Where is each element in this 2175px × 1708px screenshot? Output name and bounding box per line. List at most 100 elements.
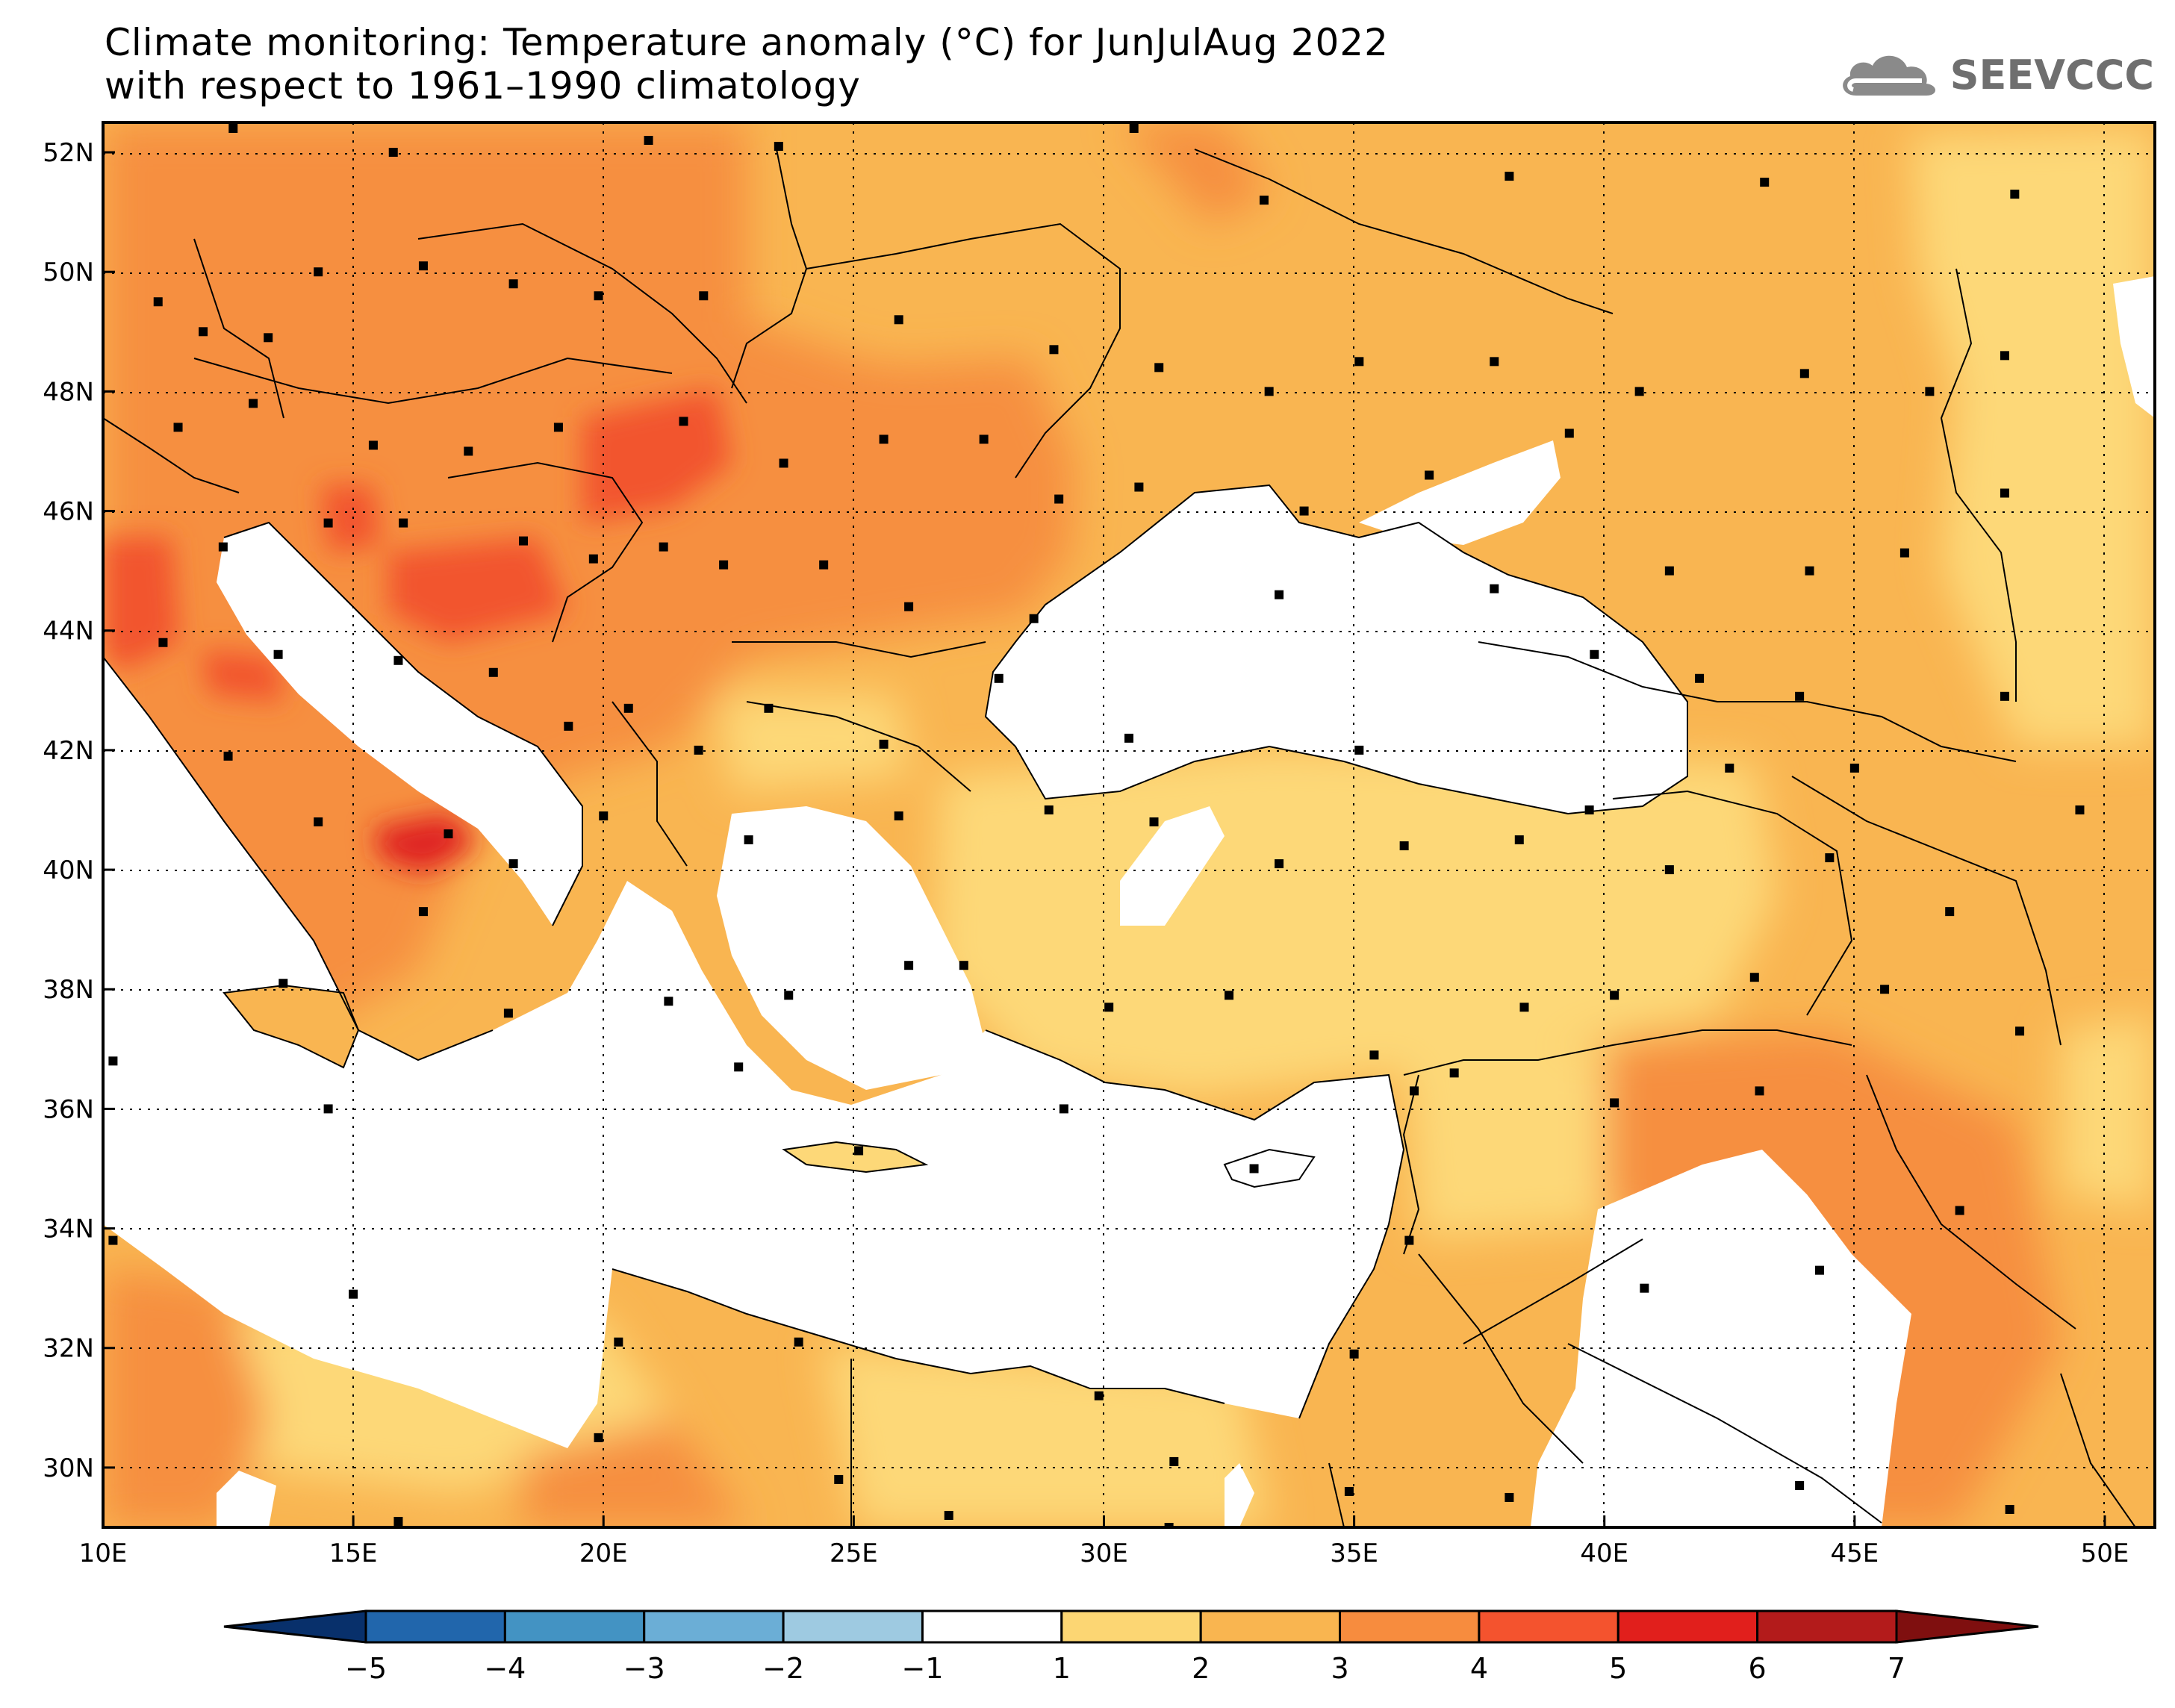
station-marker <box>1129 124 1139 134</box>
station-marker <box>264 333 273 343</box>
station-marker <box>1054 494 1064 504</box>
lon-label-25E: 25E <box>830 1539 878 1568</box>
lat-label-38N: 38N <box>43 975 94 1005</box>
anomaly-zone-3to4-libya <box>103 1269 269 1527</box>
station-marker <box>664 997 673 1006</box>
station-marker <box>1925 387 1935 396</box>
station-marker <box>173 423 183 432</box>
station-marker <box>994 673 1004 683</box>
colorbar-box <box>1339 1609 1481 1644</box>
station-marker <box>1760 178 1770 187</box>
station-marker <box>1349 1349 1359 1359</box>
station-marker <box>1880 985 1890 994</box>
island-crete <box>782 1141 929 1174</box>
anomaly-zone-1to2-levant <box>1404 1045 1613 1239</box>
adriatic-sea <box>217 523 582 926</box>
colorbar-label: 1 <box>1053 1652 1071 1685</box>
station-marker <box>1354 357 1364 367</box>
cloud-icon <box>1842 55 1935 96</box>
station-marker <box>503 1009 513 1018</box>
station-marker <box>1955 1206 1964 1215</box>
station-marker <box>1814 1265 1824 1275</box>
colorbar-label: 5 <box>1609 1652 1627 1685</box>
station-marker <box>108 1056 118 1066</box>
aegean-sea <box>717 806 986 1090</box>
station-marker <box>659 542 668 552</box>
station-marker <box>273 649 283 659</box>
station-marker <box>784 991 794 1000</box>
station-marker <box>2000 691 2009 701</box>
map-frame <box>102 121 2156 1529</box>
island-sicily <box>223 984 360 1069</box>
station-marker <box>464 446 473 456</box>
station-marker <box>819 560 829 570</box>
station-marker <box>1410 1086 1419 1096</box>
colorbar-box <box>643 1609 785 1644</box>
station-marker <box>218 542 228 552</box>
anomaly-zone-1to2-turkey <box>933 747 1777 1097</box>
colorbar-label: 3 <box>1331 1652 1348 1685</box>
station-marker <box>879 739 889 749</box>
station-marker <box>594 1433 603 1442</box>
station-marker <box>1505 1492 1514 1502</box>
colorbar-label: −2 <box>762 1652 804 1685</box>
station-marker <box>393 1516 403 1526</box>
station-marker <box>1094 1391 1104 1400</box>
station-marker <box>1259 196 1269 205</box>
logo-text: SEEVCCC <box>1950 51 2154 99</box>
colorbar-box <box>1478 1609 1619 1644</box>
lat-label-48N: 48N <box>43 377 94 407</box>
station-marker <box>614 1337 623 1347</box>
caspian-sea <box>2113 276 2155 418</box>
station-marker <box>1249 1164 1259 1174</box>
station-marker <box>418 907 428 917</box>
station-marker <box>418 261 428 271</box>
station-marker <box>1299 506 1309 516</box>
lat-label-30N: 30N <box>43 1453 94 1483</box>
colorbar-label: 4 <box>1470 1652 1488 1685</box>
islands <box>223 984 1316 1188</box>
anomaly-zone-1to2-bulgaria <box>717 694 911 791</box>
colorbar-box <box>782 1609 924 1644</box>
station-marker <box>644 136 653 146</box>
coastlines <box>103 484 1688 1419</box>
lon-label-50E: 50E <box>2081 1539 2129 1568</box>
title-line-2: with respect to 1961–1990 climatology <box>105 64 861 107</box>
station-marker <box>1344 1486 1354 1496</box>
lat-label-34N: 34N <box>43 1215 94 1244</box>
map-title: Climate monitoring: Temperature anomaly … <box>105 21 1389 107</box>
station-marker <box>1134 482 1144 492</box>
anomaly-zone-1to2-farEast <box>2061 1015 2155 1209</box>
station-marker <box>314 267 323 277</box>
nodata-libya <box>217 1471 276 1527</box>
station-marker <box>399 518 408 528</box>
station-marker <box>879 434 889 444</box>
colorbar-box <box>921 1609 1063 1644</box>
station-marker <box>894 811 903 820</box>
anomaly-field <box>103 122 2155 1527</box>
station-marker <box>1725 763 1734 773</box>
station-marker <box>623 703 633 713</box>
colorbar-box <box>1617 1609 1759 1644</box>
graticule <box>103 122 2155 1527</box>
lon-label-40E: 40E <box>1580 1539 1628 1568</box>
station-marker <box>1825 853 1835 863</box>
nodata-arabia <box>1531 1150 1911 1527</box>
station-marker <box>1490 357 1499 367</box>
station-marker <box>158 638 168 647</box>
black-sea <box>986 485 1687 814</box>
colorbar-label: 6 <box>1749 1652 1767 1685</box>
colorbar: −5 −4 −3 −2 −1 1 2 3 4 5 6 7 <box>223 1609 2039 1685</box>
station-marker <box>553 423 563 432</box>
station-marker <box>1399 841 1409 851</box>
station-marker <box>1154 363 1164 373</box>
lat-label-36N: 36N <box>43 1094 94 1124</box>
station-marker <box>2075 805 2085 814</box>
station-marker <box>719 560 729 570</box>
lat-label-42N: 42N <box>43 736 94 766</box>
station-marker <box>1610 1098 1619 1108</box>
station-marker <box>444 829 453 839</box>
station-marker <box>1590 649 1599 659</box>
station-marker <box>1124 733 1133 743</box>
